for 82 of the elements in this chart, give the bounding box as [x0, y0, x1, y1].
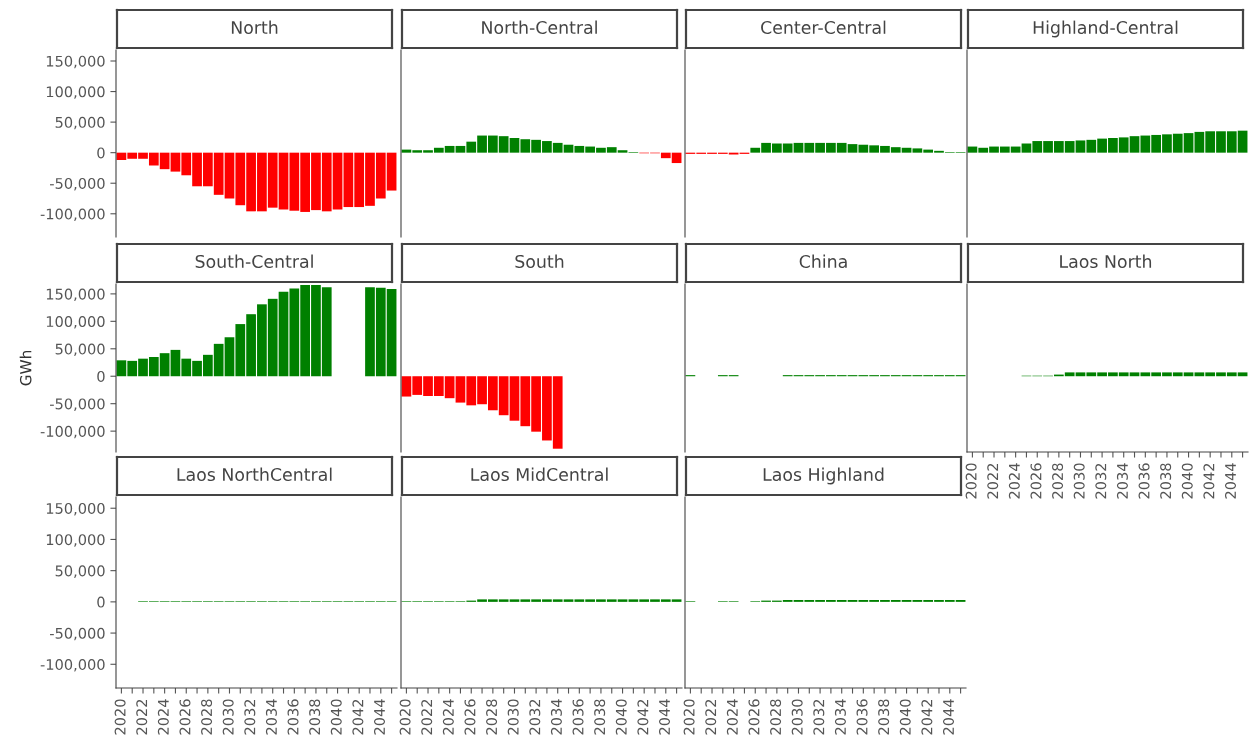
chart-title: Center-Central: [761, 20, 886, 35]
x-tick-label: 2030: [791, 699, 803, 735]
x-tick-label: 2030: [222, 699, 234, 735]
x-tick-label: 2044: [1224, 463, 1237, 499]
x-tick-label: 2032: [529, 699, 541, 735]
x-tick-label: 2020: [399, 699, 411, 735]
x-tick-label: 2044: [942, 699, 955, 735]
x-tick-label: 2042: [921, 699, 933, 735]
x-tick-label: 2020: [114, 699, 126, 735]
x-tick-label: 2044: [373, 699, 386, 735]
y-tick-label: 0: [97, 370, 105, 382]
x-tick-label: 2032: [1095, 463, 1107, 499]
y-axis-title: GWh: [19, 350, 32, 386]
x-tick-label: 2042: [637, 699, 649, 735]
y-tick-label: 150,000: [46, 55, 105, 69]
chart-title: China: [799, 254, 847, 269]
x-tick-label: 2044: [658, 699, 671, 735]
x-tick-label: 2034: [550, 699, 562, 735]
x-tick-label: 2034: [834, 699, 846, 735]
y-tick-label: -100,000: [40, 208, 105, 222]
x-tick-label: 2040: [899, 699, 911, 735]
x-tick-label: 2038: [878, 699, 890, 735]
y-tick-label: 150,000: [46, 288, 105, 302]
chart-title: North: [231, 20, 278, 35]
chart-title: North-Central: [482, 20, 597, 35]
y-tick-label: 50,000: [55, 116, 105, 130]
x-tick-label: 2036: [1138, 463, 1150, 499]
y-tick-label: 0: [97, 596, 105, 608]
y-tick-label: 100,000: [46, 316, 105, 329]
x-tick-label: 2038: [309, 699, 321, 735]
x-tick-label: 2022: [136, 699, 148, 735]
y-tick-label: 50,000: [55, 565, 105, 578]
x-tick-label: 2022: [987, 463, 999, 499]
x-tick-label: 2038: [1160, 463, 1172, 499]
chart-title: Laos North: [1060, 254, 1152, 269]
x-tick-label: 2032: [244, 699, 256, 735]
x-tick-label: 2036: [572, 699, 584, 735]
x-tick-label: 2040: [615, 699, 627, 735]
y-tick-label: 100,000: [46, 86, 105, 99]
x-tick-label: 2028: [486, 699, 498, 735]
x-tick-label: 2020: [965, 463, 977, 499]
x-tick-label: 2032: [813, 699, 825, 735]
x-tick-label: 2042: [352, 699, 364, 735]
chart-title: Highland-Central: [1033, 20, 1178, 38]
x-tick-label: 2036: [856, 699, 868, 735]
y-tick-label: 50,000: [55, 343, 105, 357]
x-tick-label: 2026: [748, 699, 760, 735]
x-tick-label: 2028: [201, 699, 213, 735]
y-tick-label: 0: [97, 147, 105, 159]
x-tick-label: 2022: [421, 699, 433, 735]
x-tick-label: 2026: [464, 699, 476, 735]
y-tick-label: -50,000: [50, 177, 105, 191]
x-tick-label: 2028: [770, 699, 782, 735]
chart-title: South: [515, 254, 564, 269]
chart-title: Laos Highland: [763, 467, 884, 485]
y-tick-label: -50,000: [50, 398, 105, 411]
x-tick-label: 2034: [1116, 463, 1128, 499]
x-tick-label: 2028: [1052, 463, 1064, 499]
x-tick-label: 2040: [1181, 463, 1193, 499]
x-tick-label: 2024: [442, 699, 454, 735]
x-tick-label: 2024: [1008, 463, 1020, 499]
x-tick-label: 2020: [683, 699, 695, 735]
x-tick-label: 2026: [1030, 463, 1042, 499]
chart-title: South-Central: [195, 254, 313, 269]
x-tick-label: 2022: [705, 699, 717, 735]
chart-title: Laos NorthCentral: [177, 467, 332, 482]
x-tick-label: 2026: [179, 699, 191, 735]
y-tick-label: -100,000: [40, 659, 105, 672]
x-tick-label: 2038: [594, 699, 606, 735]
y-tick-label: 150,000: [46, 502, 105, 516]
x-tick-label: 2024: [726, 699, 738, 735]
y-tick-label: 100,000: [46, 534, 105, 547]
x-tick-label: 2034: [265, 699, 277, 735]
y-tick-label: -50,000: [50, 627, 105, 641]
x-tick-label: 2042: [1203, 463, 1215, 499]
x-tick-label: 2030: [507, 699, 519, 735]
x-tick-label: 2040: [330, 699, 342, 735]
x-tick-label: 2024: [157, 699, 169, 735]
y-tick-label: -100,000: [40, 425, 105, 439]
chart-title: Laos MidCentral: [471, 467, 608, 482]
x-tick-label: 2036: [287, 699, 299, 735]
x-tick-label: 2030: [1073, 463, 1085, 499]
